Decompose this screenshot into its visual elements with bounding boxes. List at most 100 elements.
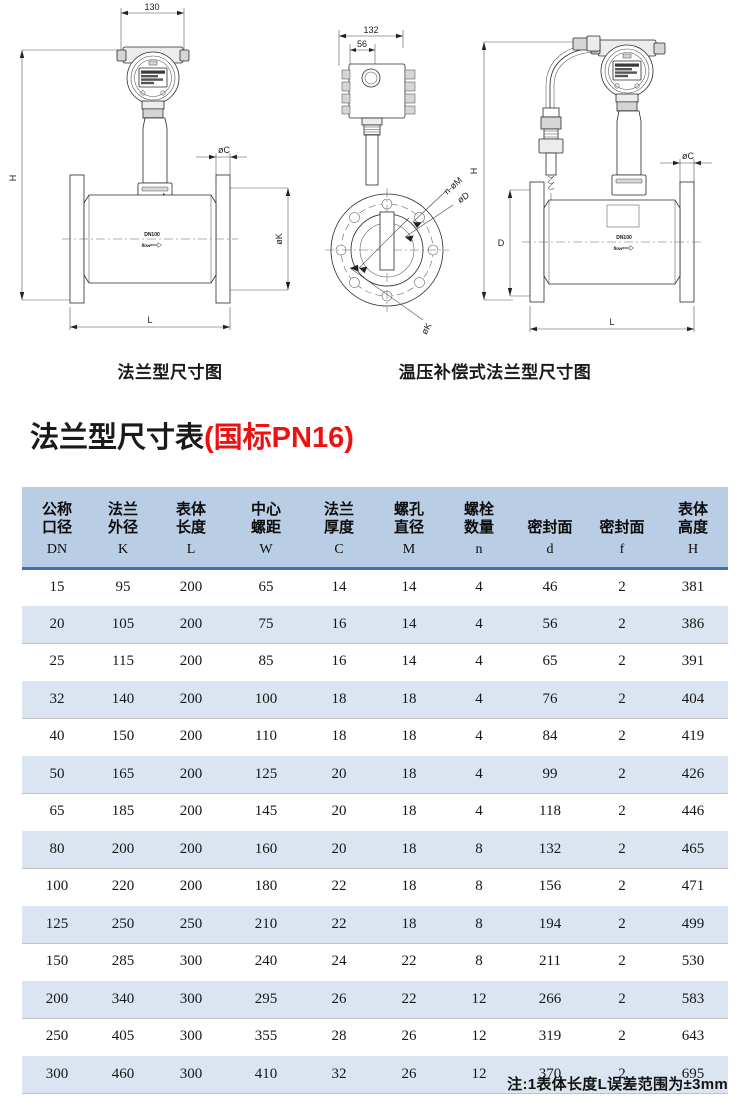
col-header-h-sym: H xyxy=(687,542,699,558)
table-cell: 150 xyxy=(22,943,92,981)
table-cell: 65 xyxy=(228,568,304,606)
table-cell: 2 xyxy=(586,943,658,981)
table-row: 15 95 200 65 14 14 4 46 2 381 xyxy=(22,568,728,606)
table-cell: 32 xyxy=(304,1055,374,1094)
table-cell: 200 xyxy=(154,830,228,869)
table-cell: 200 xyxy=(154,605,228,644)
table-row: 300 460 300 410 32 26 12 370 2 695 xyxy=(22,1055,728,1094)
table-cell: 194 xyxy=(514,905,586,944)
transmitter-head-2 xyxy=(590,39,666,196)
col-header-l-cn2: 长度 xyxy=(175,519,206,537)
table-cell: 200 xyxy=(154,755,228,794)
page-title-main: 法兰型尺寸表 xyxy=(30,422,205,454)
table-cell: 2 xyxy=(586,718,658,756)
table-row: 200 340 300 295 26 22 12 266 2 583 xyxy=(22,980,728,1019)
col-header-h-cn2: 高度 xyxy=(677,519,708,537)
table-cell: 16 xyxy=(304,643,374,681)
table-cell: 18 xyxy=(374,718,444,756)
table-cell: 300 xyxy=(154,943,228,981)
col-header-c: 法兰 厚度 C xyxy=(304,487,374,570)
col-header-l-sym: L xyxy=(186,542,196,558)
table-cell: 85 xyxy=(228,643,304,681)
table-cell: 132 xyxy=(514,830,586,869)
table-cell: 14 xyxy=(374,605,444,644)
col-header-f: 密封面 f xyxy=(586,487,658,570)
table-cell: 125 xyxy=(22,905,92,944)
dim-length-L2: L xyxy=(529,306,695,332)
col-header-l-cn1: 表体 xyxy=(175,500,206,518)
col-header-d-cn2: 密封面 xyxy=(527,519,573,537)
dim-C2-label: øC xyxy=(682,151,694,161)
table-cell: 65 xyxy=(22,793,92,831)
table-cell: 8 xyxy=(444,943,514,981)
meter-body-2: DN100 flow xyxy=(522,181,704,303)
table-footnote: 注:1表体长度L误差范围为±3mm xyxy=(507,1076,728,1093)
dim-H2-label: H xyxy=(469,168,479,175)
table-cell: 583 xyxy=(658,980,728,1019)
col-header-m: 螺孔 直径 M xyxy=(374,487,444,570)
dim-head-inner-56: 56 xyxy=(349,39,376,66)
flange-face: n-øM øD øK xyxy=(325,175,471,336)
table-cell: 20 xyxy=(304,830,374,869)
table-cell: 18 xyxy=(374,905,444,944)
table-cell: 160 xyxy=(228,830,304,869)
dim-height-H: H xyxy=(8,49,122,301)
table-cell: 46 xyxy=(514,568,586,606)
table-cell: 4 xyxy=(444,755,514,794)
dimension-table-wrapper: 公称 口径 DN 法兰 外径 K 表体 长度 L 中 xyxy=(22,487,728,1094)
table-cell: 643 xyxy=(658,1018,728,1056)
table-cell: 8 xyxy=(444,905,514,944)
table-cell: 200 xyxy=(154,718,228,756)
table-cell: 165 xyxy=(92,755,154,794)
table-cell: 220 xyxy=(92,868,154,906)
dim-head-width-132: 132 xyxy=(338,25,404,66)
table-cell: 56 xyxy=(514,605,586,644)
table-cell: 2 xyxy=(586,1055,658,1094)
table-cell: 250 xyxy=(22,1018,92,1056)
table-cell: 200 xyxy=(154,680,228,719)
table-cell: 200 xyxy=(92,830,154,869)
table-cell: 14 xyxy=(374,568,444,606)
dim-K-label: øK xyxy=(274,233,284,245)
col-header-dn-sym: DN xyxy=(46,542,68,558)
table-cell: 460 xyxy=(92,1055,154,1094)
col-header-dn: 公称 口径 DN xyxy=(22,487,92,570)
col-header-m-cn2: 直径 xyxy=(393,519,424,537)
table-cell: 22 xyxy=(374,980,444,1019)
table-cell: 20 xyxy=(22,605,92,644)
table-cell: 65 xyxy=(514,643,586,681)
col-header-l: 表体 长度 L xyxy=(154,487,228,570)
table-cell: 80 xyxy=(22,830,92,869)
table-cell: 319 xyxy=(514,1018,586,1056)
table-row: 250 405 300 355 28 26 12 319 2 643 xyxy=(22,1018,728,1056)
table-cell: 156 xyxy=(514,868,586,906)
table-cell: 295 xyxy=(228,980,304,1019)
table-row: 100 220 200 180 22 18 8 156 2 471 xyxy=(22,868,728,906)
table-cell: 145 xyxy=(228,793,304,831)
table-cell: 530 xyxy=(658,943,728,981)
body-dn-label-2: DN100 xyxy=(616,235,632,241)
table-row: 65 185 200 145 20 18 4 118 2 446 xyxy=(22,793,728,831)
table-cell: 4 xyxy=(444,568,514,606)
dim-flange-od-K: øK xyxy=(230,187,291,291)
table-cell: 14 xyxy=(374,643,444,681)
table-cell: 405 xyxy=(92,1018,154,1056)
table-cell: 14 xyxy=(304,568,374,606)
table-cell: 300 xyxy=(154,1055,228,1094)
table-cell: 18 xyxy=(374,830,444,869)
table-cell: 499 xyxy=(658,905,728,944)
table-cell: 391 xyxy=(658,643,728,681)
table-cell: 110 xyxy=(228,718,304,756)
table-cell: 100 xyxy=(22,868,92,906)
col-header-d-sym: d xyxy=(546,542,554,558)
table-cell: 2 xyxy=(586,605,658,644)
col-header-n-cn2: 数量 xyxy=(463,519,494,537)
table-cell: 4 xyxy=(444,643,514,681)
table-cell: 12 xyxy=(444,1055,514,1094)
meter-body: DN100 flow xyxy=(62,174,238,304)
table-cell: 465 xyxy=(658,830,728,869)
dim-D2-label: D xyxy=(498,238,505,248)
table-cell: 125 xyxy=(228,755,304,794)
dim-H-label: H xyxy=(8,175,18,182)
page-title: 法兰型尺寸表(国标PN16) xyxy=(30,424,354,453)
